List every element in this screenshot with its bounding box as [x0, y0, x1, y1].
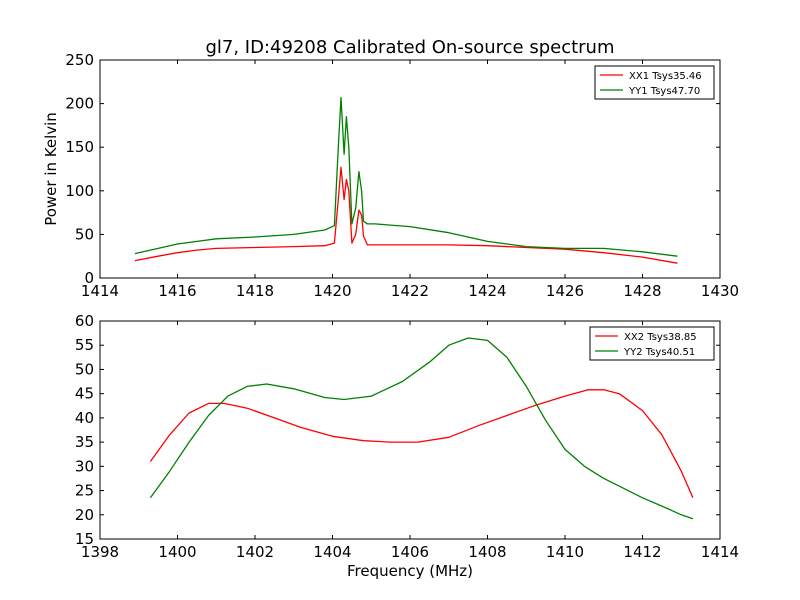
y-tick-label: 100	[65, 182, 94, 200]
y-tick-label: 30	[75, 457, 94, 475]
legend: XX1 Tsys35.46 YY1 Tsys47.70	[594, 65, 715, 100]
x-tick-label: 1424	[468, 282, 506, 300]
x-tick-label: 1418	[236, 282, 274, 300]
x-tick-label: 1412	[623, 543, 661, 561]
series-line-1-2	[134, 96, 678, 257]
plot-2: 1398 1400 1402 1404 1406 1408 1410 1412 1414 15 20…	[75, 312, 739, 580]
legend-label: XX2 Tsys38.85	[624, 332, 697, 343]
x-tick-label: 1398	[81, 543, 119, 561]
y-tick-label: 35	[75, 433, 94, 451]
series-line-1-1	[134, 166, 678, 264]
x-tick-label: 1400	[158, 543, 196, 561]
y-tick-label: 45	[75, 385, 94, 403]
y-tick-label: 200	[65, 95, 94, 113]
legend: XX2 Tsys38.85 YY2 Tsys40.51	[589, 326, 715, 361]
y-tick-label: 50	[75, 360, 94, 378]
x-tick-label: 1406	[391, 543, 429, 561]
x-tick-label: 1408	[468, 543, 506, 561]
x-tick-label: 1410	[546, 543, 584, 561]
y-tick-label: 60	[75, 312, 94, 330]
y-tick-label: 15	[75, 530, 94, 548]
x-tick-label: 1416	[158, 282, 196, 300]
x-tick-label: 1430	[701, 282, 739, 300]
y-tick-label: 40	[75, 409, 94, 427]
x-tick-label: 1404	[313, 543, 351, 561]
x-tick-label: 1402	[236, 543, 274, 561]
legend-label: XX1 Tsys35.46	[629, 71, 702, 82]
series-line-2-2	[149, 337, 694, 520]
legend-label: YY1 Tsys47.70	[628, 86, 700, 97]
y-tick-label: 0	[84, 269, 94, 287]
figure-title: gl7, ID:49208 Calibrated On-source spect…	[205, 37, 614, 58]
x-tick-label: 1414	[81, 282, 119, 300]
y-tick-label: 50	[75, 225, 94, 243]
y-tick-label: 250	[65, 51, 94, 69]
x-tick-label: 1420	[313, 282, 351, 300]
y-tick-label: 25	[75, 482, 94, 500]
y-axis-label: Power in Kelvin	[42, 112, 60, 226]
x-axis-label: Frequency (MHz)	[347, 562, 473, 580]
legend-box	[589, 326, 715, 361]
y-tick-label: 55	[75, 336, 94, 354]
legend-label: YY2 Tsys40.51	[623, 347, 695, 358]
legend-box	[594, 65, 715, 100]
y-tick-label: 20	[75, 506, 94, 524]
y-tick-label: 150	[65, 138, 94, 156]
x-tick-label: 1426	[546, 282, 584, 300]
x-tick-label: 1422	[391, 282, 429, 300]
x-tick-label: 1428	[623, 282, 661, 300]
x-tick-label: 1414	[701, 543, 739, 561]
plot-1: 1414 1416 1418 1420 1422 1424 1426 1428 1430 0 50 1…	[42, 51, 739, 300]
